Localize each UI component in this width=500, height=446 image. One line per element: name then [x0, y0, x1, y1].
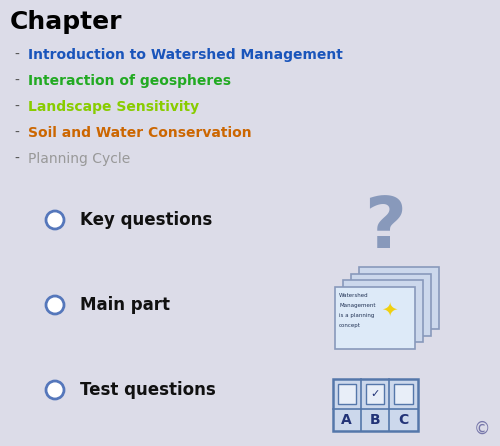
Text: Main part: Main part [80, 296, 170, 314]
Text: -: - [14, 126, 19, 140]
Text: concept: concept [339, 323, 361, 328]
Text: Test questions: Test questions [80, 381, 216, 399]
Circle shape [46, 381, 64, 399]
FancyBboxPatch shape [359, 267, 439, 329]
FancyBboxPatch shape [335, 287, 415, 349]
Text: ✓: ✓ [370, 389, 380, 399]
Text: -: - [14, 74, 19, 88]
FancyBboxPatch shape [338, 384, 356, 404]
Text: -: - [14, 48, 19, 62]
Text: -: - [14, 100, 19, 114]
Text: -: - [14, 152, 19, 166]
Text: Planning Cycle: Planning Cycle [28, 152, 130, 166]
Text: is a planning: is a planning [339, 313, 374, 318]
FancyBboxPatch shape [343, 280, 423, 342]
Text: Introduction to Watershed Management: Introduction to Watershed Management [28, 48, 343, 62]
FancyBboxPatch shape [332, 379, 418, 431]
FancyBboxPatch shape [394, 384, 412, 404]
Text: Soil and Water Conservation: Soil and Water Conservation [28, 126, 252, 140]
Text: C: C [398, 413, 408, 427]
Text: Chapter: Chapter [10, 10, 122, 34]
Text: ✦: ✦ [381, 301, 397, 319]
Text: Interaction of geospheres: Interaction of geospheres [28, 74, 231, 88]
FancyBboxPatch shape [366, 384, 384, 404]
Text: ?: ? [364, 194, 406, 263]
Text: B: B [370, 413, 380, 427]
Text: Watershed: Watershed [339, 293, 368, 298]
Circle shape [46, 296, 64, 314]
Text: ©: © [474, 420, 490, 438]
FancyBboxPatch shape [351, 274, 431, 336]
Circle shape [46, 211, 64, 229]
Text: Management: Management [339, 303, 376, 308]
Text: Landscape Sensitivity: Landscape Sensitivity [28, 100, 199, 114]
Text: Key questions: Key questions [80, 211, 212, 229]
Text: A: A [342, 413, 352, 427]
